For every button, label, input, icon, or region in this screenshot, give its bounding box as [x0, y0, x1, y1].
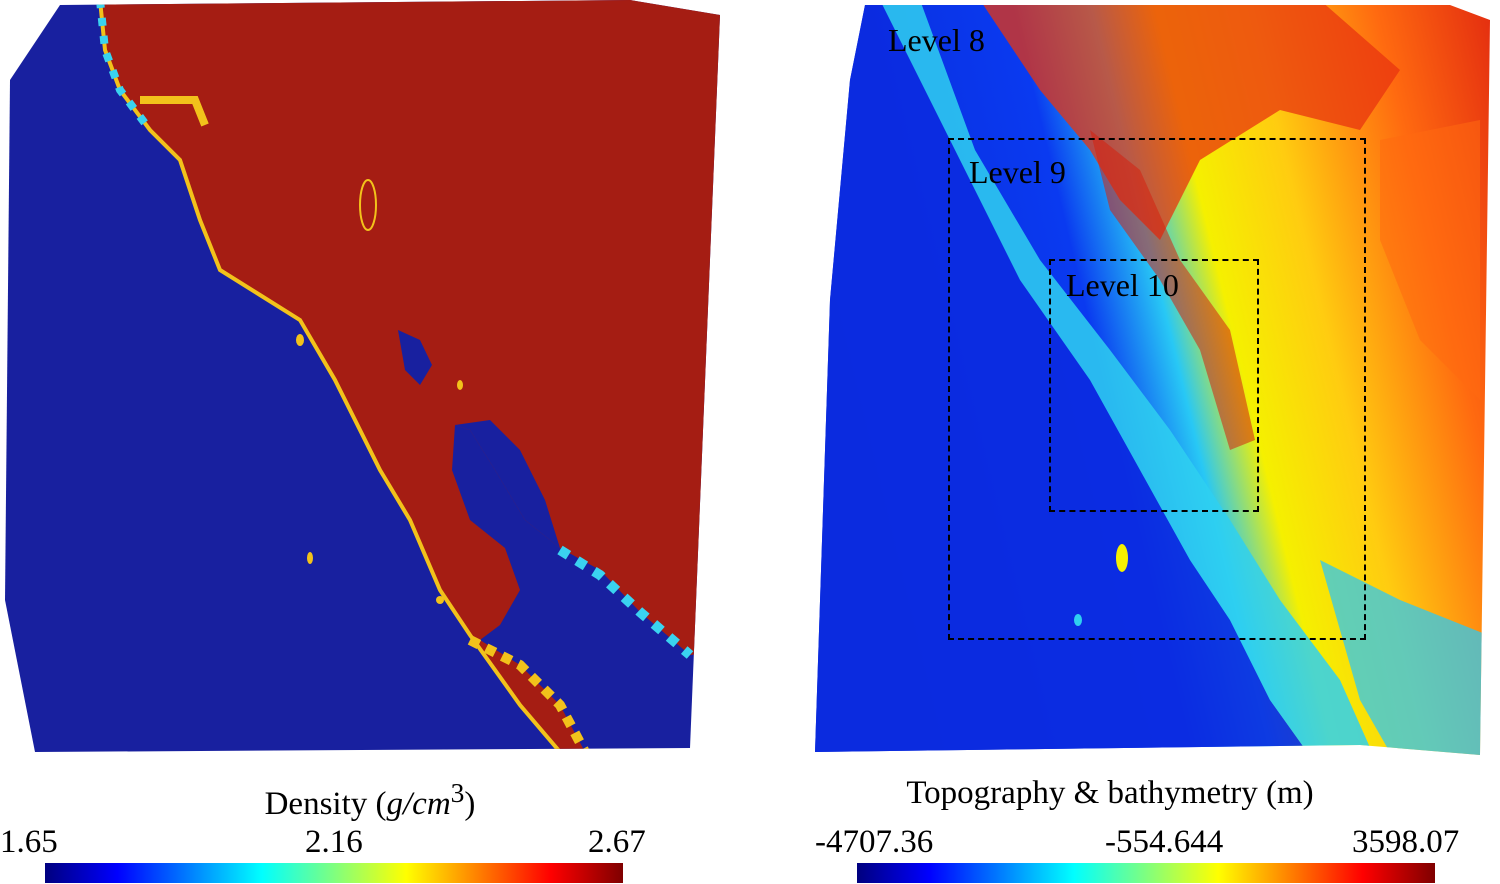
seamount	[1074, 614, 1082, 626]
ridge-crest	[1090, 130, 1255, 450]
title-text: Density (	[264, 786, 387, 822]
island	[436, 596, 444, 604]
density-map	[5, 0, 720, 752]
density-colorbar	[45, 863, 623, 883]
seamount	[1116, 544, 1128, 572]
level-9-box	[948, 138, 1366, 640]
island	[359, 179, 377, 231]
topography-map	[815, 5, 1490, 755]
density-map-panel: Density (g/cm3) 1.65 2.16 2.67	[0, 0, 740, 884]
colorbar-max-label: 2.67	[588, 824, 646, 860]
title-unit: g/cm	[386, 786, 451, 822]
title-close: )	[464, 786, 476, 822]
level-10-box	[1049, 259, 1259, 512]
density-title: Density (g/cm3)	[0, 773, 740, 824]
coast-pixels-nw	[140, 96, 209, 127]
coast-pixels-top	[96, 0, 154, 133]
colorbar-mid-label: 2.16	[305, 824, 363, 860]
continental-shelf	[880, 5, 1380, 755]
colorbar-mid-label: -554.644	[1105, 824, 1224, 860]
colorbar-min-label: 1.65	[0, 824, 58, 860]
inlet-water	[398, 330, 432, 385]
topography-title: Topography & bathymetry (m)	[906, 775, 1314, 811]
island	[296, 334, 304, 346]
eastern-highlands	[1380, 120, 1480, 400]
island	[307, 552, 313, 564]
colorbar-max-label: 3598.07	[1352, 824, 1460, 860]
mountain-ridge	[980, 5, 1400, 240]
gulf-water	[455, 420, 560, 548]
coast-pixels-east	[557, 545, 694, 659]
level-8-label: Level 8	[888, 22, 985, 58]
level-9-label: Level 9	[969, 154, 1066, 190]
topography-map-panel: Level 8 Level 9 Level 10 Topography & ba…	[760, 0, 1500, 884]
title-exponent: 3	[450, 777, 465, 808]
island	[457, 380, 463, 390]
coast-pixels-bottom	[467, 635, 590, 752]
topography-colorbar	[857, 863, 1435, 883]
deep-ocean	[815, 5, 1320, 755]
level-10-label: Level 10	[1066, 267, 1179, 303]
colorbar-min-label: -4707.36	[815, 824, 934, 860]
